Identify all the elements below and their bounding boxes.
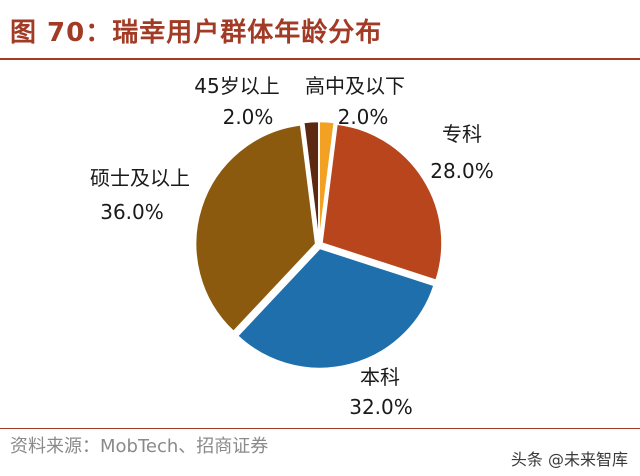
chart-title: 图 70：瑞幸用户群体年龄分布 [10, 18, 383, 48]
source-note: 资料来源：MobTech、招商证券 [10, 436, 269, 457]
pie-slice-4 [194, 124, 317, 333]
pie-slice-3 [236, 247, 435, 370]
slice-category-label: 硕士及以上 [90, 166, 190, 190]
pie-labels: 高中及以下 2.0% 专科 28.0% 本科 32.0% 硕士及以上 36.0% 45岁以上 2.… [90, 74, 494, 419]
slice-category-label: 专科 [442, 122, 482, 146]
slice-value-label: 36.0% [100, 200, 164, 224]
pie-slice-5 [302, 120, 320, 242]
slice-value-label: 2.0% [338, 105, 389, 129]
source-divider [0, 428, 640, 429]
watermark: 头条 @未来智库 [510, 450, 628, 469]
pie-slices [194, 120, 443, 370]
slice-category-label: 高中及以下 [305, 74, 405, 98]
title-divider [0, 58, 640, 60]
slice-value-label: 2.0% [223, 105, 274, 129]
slice-category-label: 本科 [360, 365, 400, 389]
slice-category-label: 45岁以上 [194, 74, 279, 98]
slice-value-label: 32.0% [349, 395, 413, 419]
slice-value-label: 28.0% [430, 159, 494, 183]
pie-slice-2 [321, 123, 443, 282]
title-bar: 图 70：瑞幸用户群体年龄分布 [0, 0, 640, 60]
